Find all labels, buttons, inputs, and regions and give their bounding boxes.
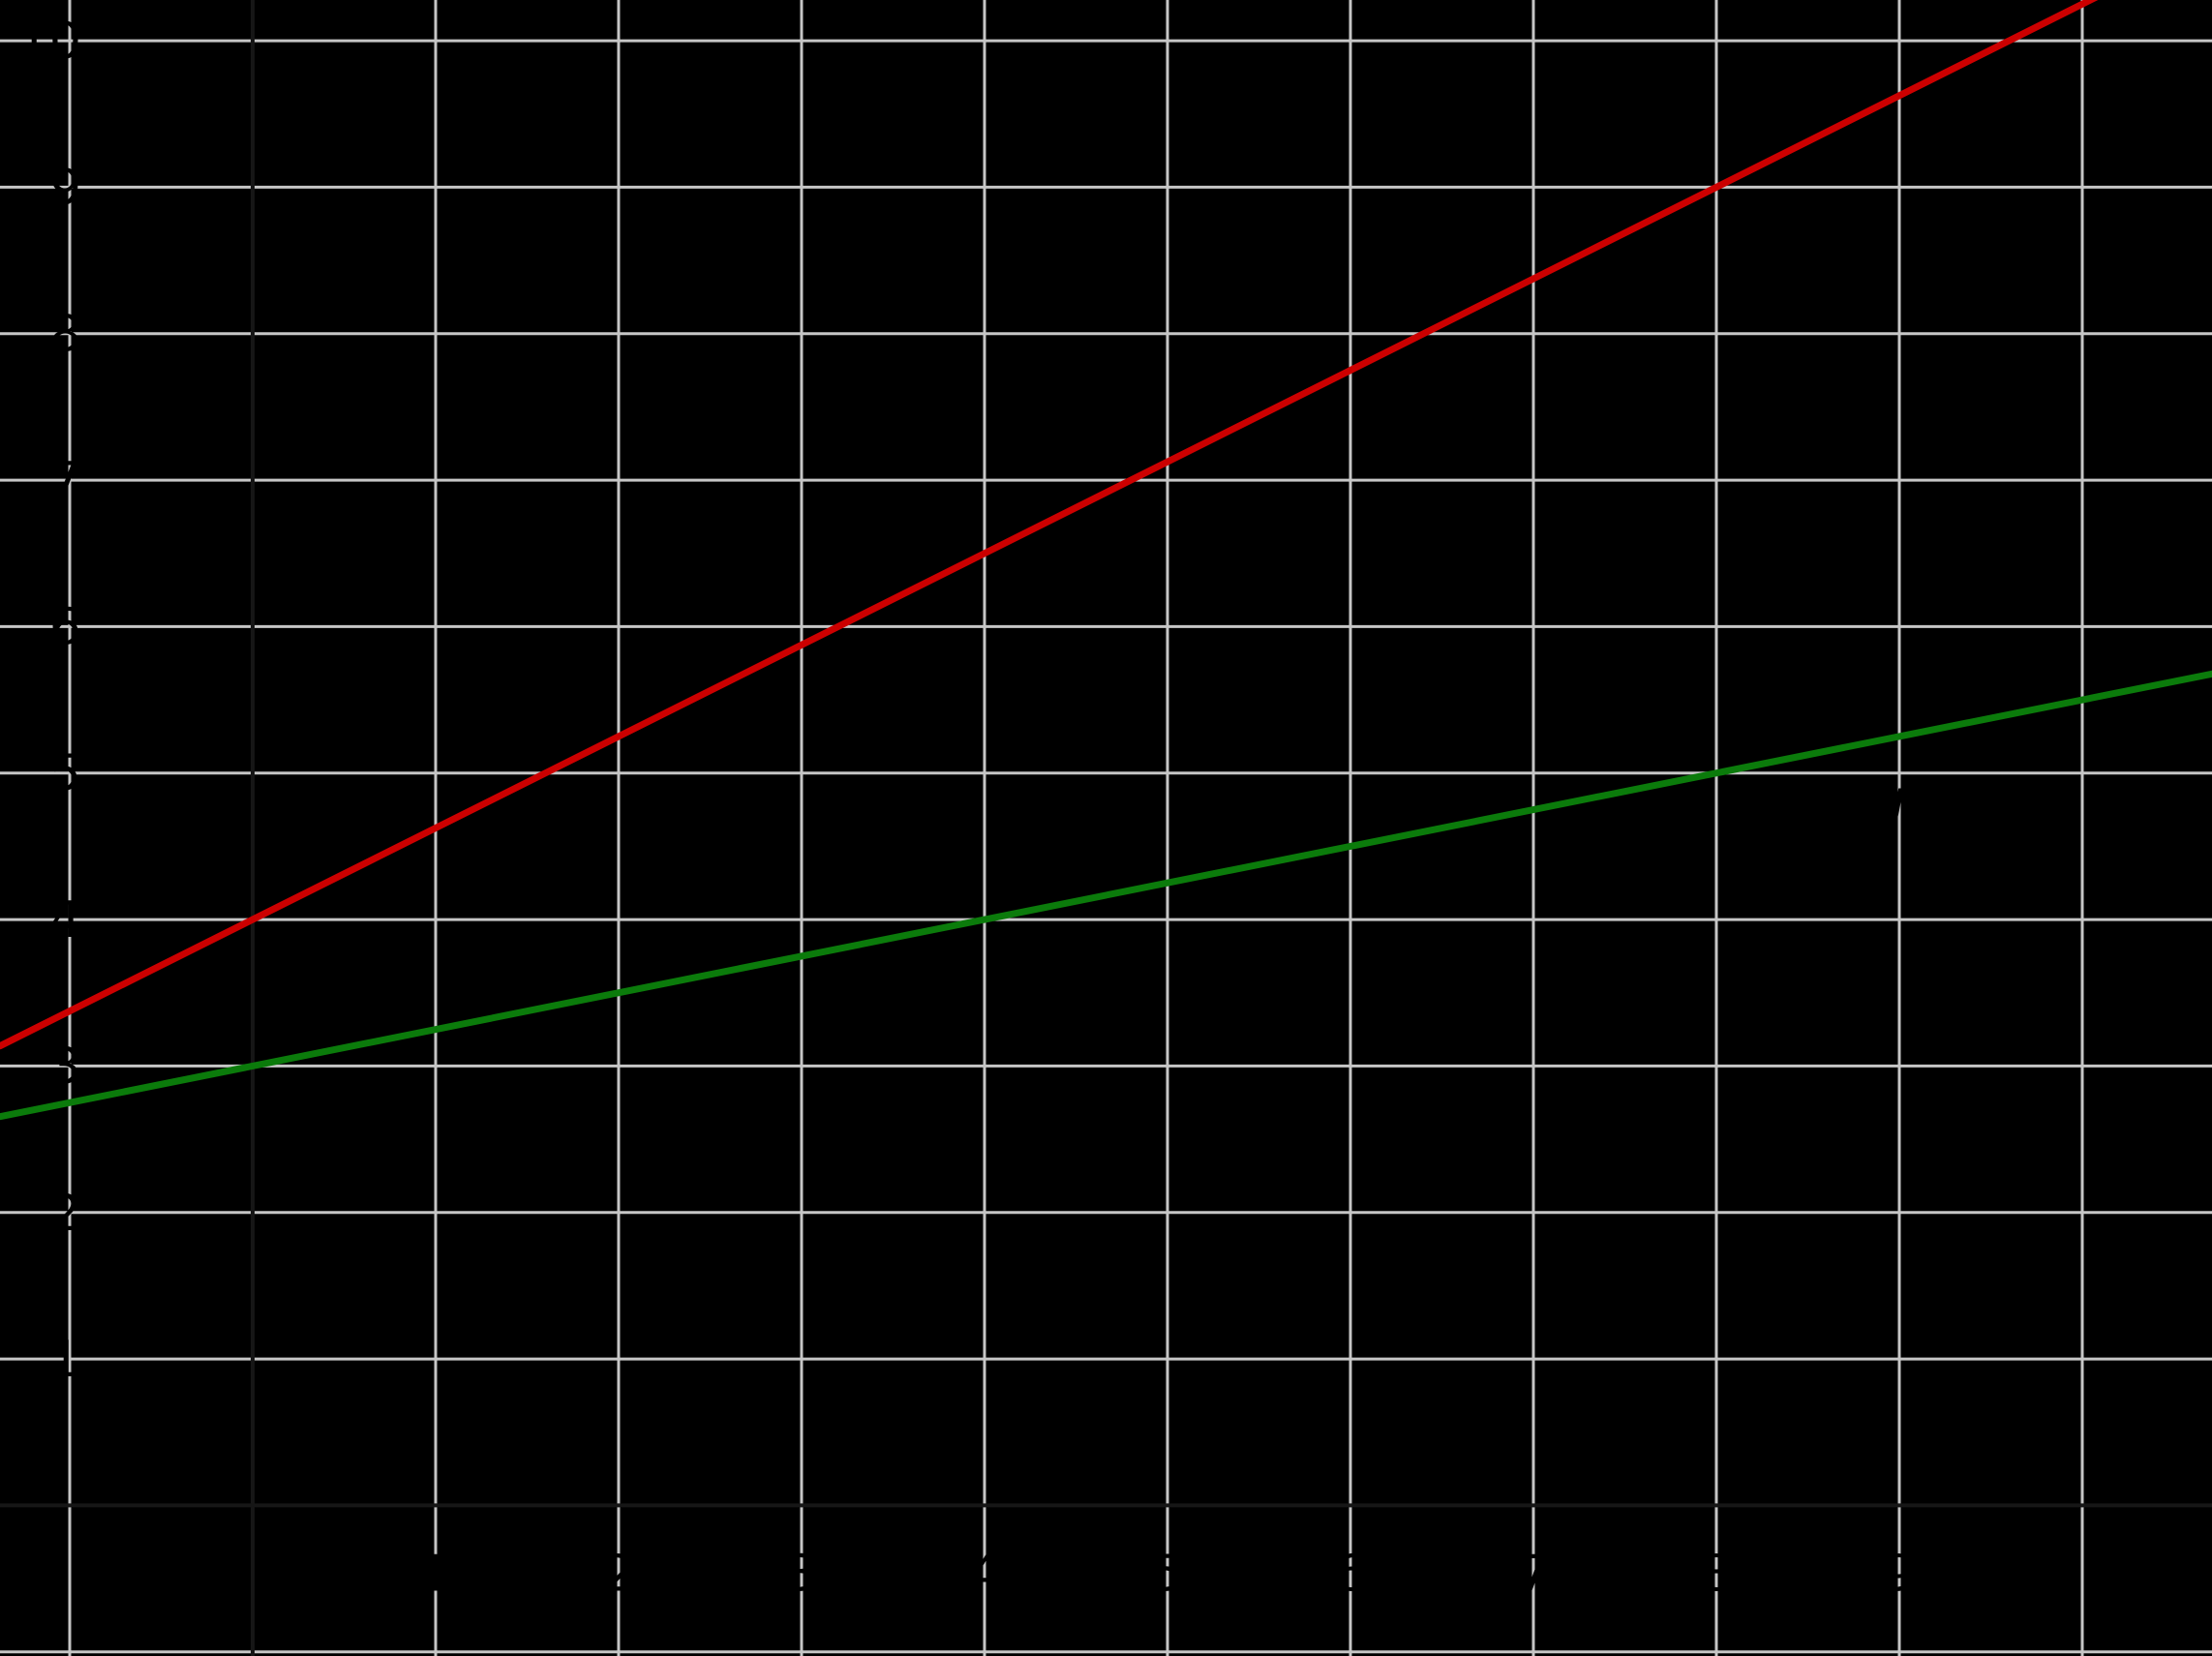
y-tick-label: 5 <box>49 745 81 803</box>
x-tick-label: 9 <box>1883 1545 1915 1603</box>
x-tick-label: 10 <box>2050 1545 2114 1603</box>
function-line-f <box>0 0 2099 1050</box>
y-tick-label: 7 <box>49 452 81 510</box>
y-tick-label: 1 <box>49 1331 81 1389</box>
y-tick-label: 6 <box>49 598 81 656</box>
function-label-g: g <box>1871 769 1906 832</box>
y-tick-label: 3 <box>49 1038 81 1096</box>
x-tick-label: 1 <box>419 1545 451 1603</box>
y-tick-label: 2 <box>49 1185 81 1243</box>
x-tick-label: 6 <box>1334 1545 1366 1603</box>
y-tick-label: 10 <box>17 13 81 71</box>
y-tick-label: 9 <box>49 159 81 217</box>
function-line-g <box>0 670 2212 1121</box>
x-tick-label: 5 <box>1151 1545 1183 1603</box>
x-tick-label: 4 <box>968 1545 1000 1603</box>
x-tick-label: 8 <box>1700 1545 1732 1603</box>
y-tick-label: 4 <box>49 891 81 949</box>
y-tick-label: 8 <box>49 306 81 364</box>
x-tick-label: 3 <box>785 1545 817 1603</box>
x-tick-label: 7 <box>1517 1545 1549 1603</box>
x-tick-label: 2 <box>602 1545 634 1603</box>
